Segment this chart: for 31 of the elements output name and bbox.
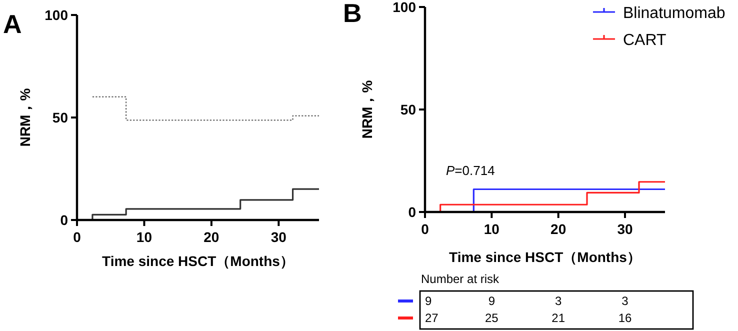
legend-label: Blinatumomab bbox=[623, 5, 726, 22]
chart-title: A bbox=[3, 9, 22, 39]
x-axis-title: Time since HSCT（Months） bbox=[449, 249, 641, 265]
text: 21 bbox=[552, 311, 566, 325]
x-axis-title: Time since HSCT（Months） bbox=[102, 253, 294, 269]
x-tick-label: 20 bbox=[550, 221, 566, 237]
text: 3 bbox=[554, 294, 562, 308]
y-axis-title: NRM，% bbox=[17, 88, 33, 147]
y-tick-label: 50 bbox=[400, 102, 416, 118]
x-tick-label: 0 bbox=[73, 229, 82, 245]
x-tick-label: 10 bbox=[484, 221, 500, 237]
x-tick-label: 30 bbox=[270, 229, 287, 245]
text: 27 bbox=[425, 311, 439, 325]
annotation: P=0.714 bbox=[446, 163, 495, 178]
x-tick-label: 20 bbox=[204, 229, 220, 245]
text: 16 bbox=[618, 311, 632, 325]
x-tick-label: 10 bbox=[136, 229, 152, 245]
y-tick-label: 0 bbox=[408, 204, 416, 220]
x-tick-label: 0 bbox=[421, 221, 430, 237]
y-tick-label: 100 bbox=[392, 0, 416, 15]
y-tick-label: 50 bbox=[52, 110, 68, 126]
text: 9 bbox=[488, 294, 496, 308]
y-tick-label: 100 bbox=[44, 7, 68, 23]
text: 3 bbox=[622, 294, 629, 308]
chart-title: B bbox=[343, 0, 362, 28]
y-axis-title: NRM，% bbox=[359, 80, 375, 139]
text: 25 bbox=[484, 311, 499, 325]
legend-label: CART bbox=[623, 32, 666, 49]
x-tick-label: 30 bbox=[617, 221, 633, 237]
text: Number at risk bbox=[421, 272, 500, 286]
text: 9 bbox=[425, 294, 432, 308]
